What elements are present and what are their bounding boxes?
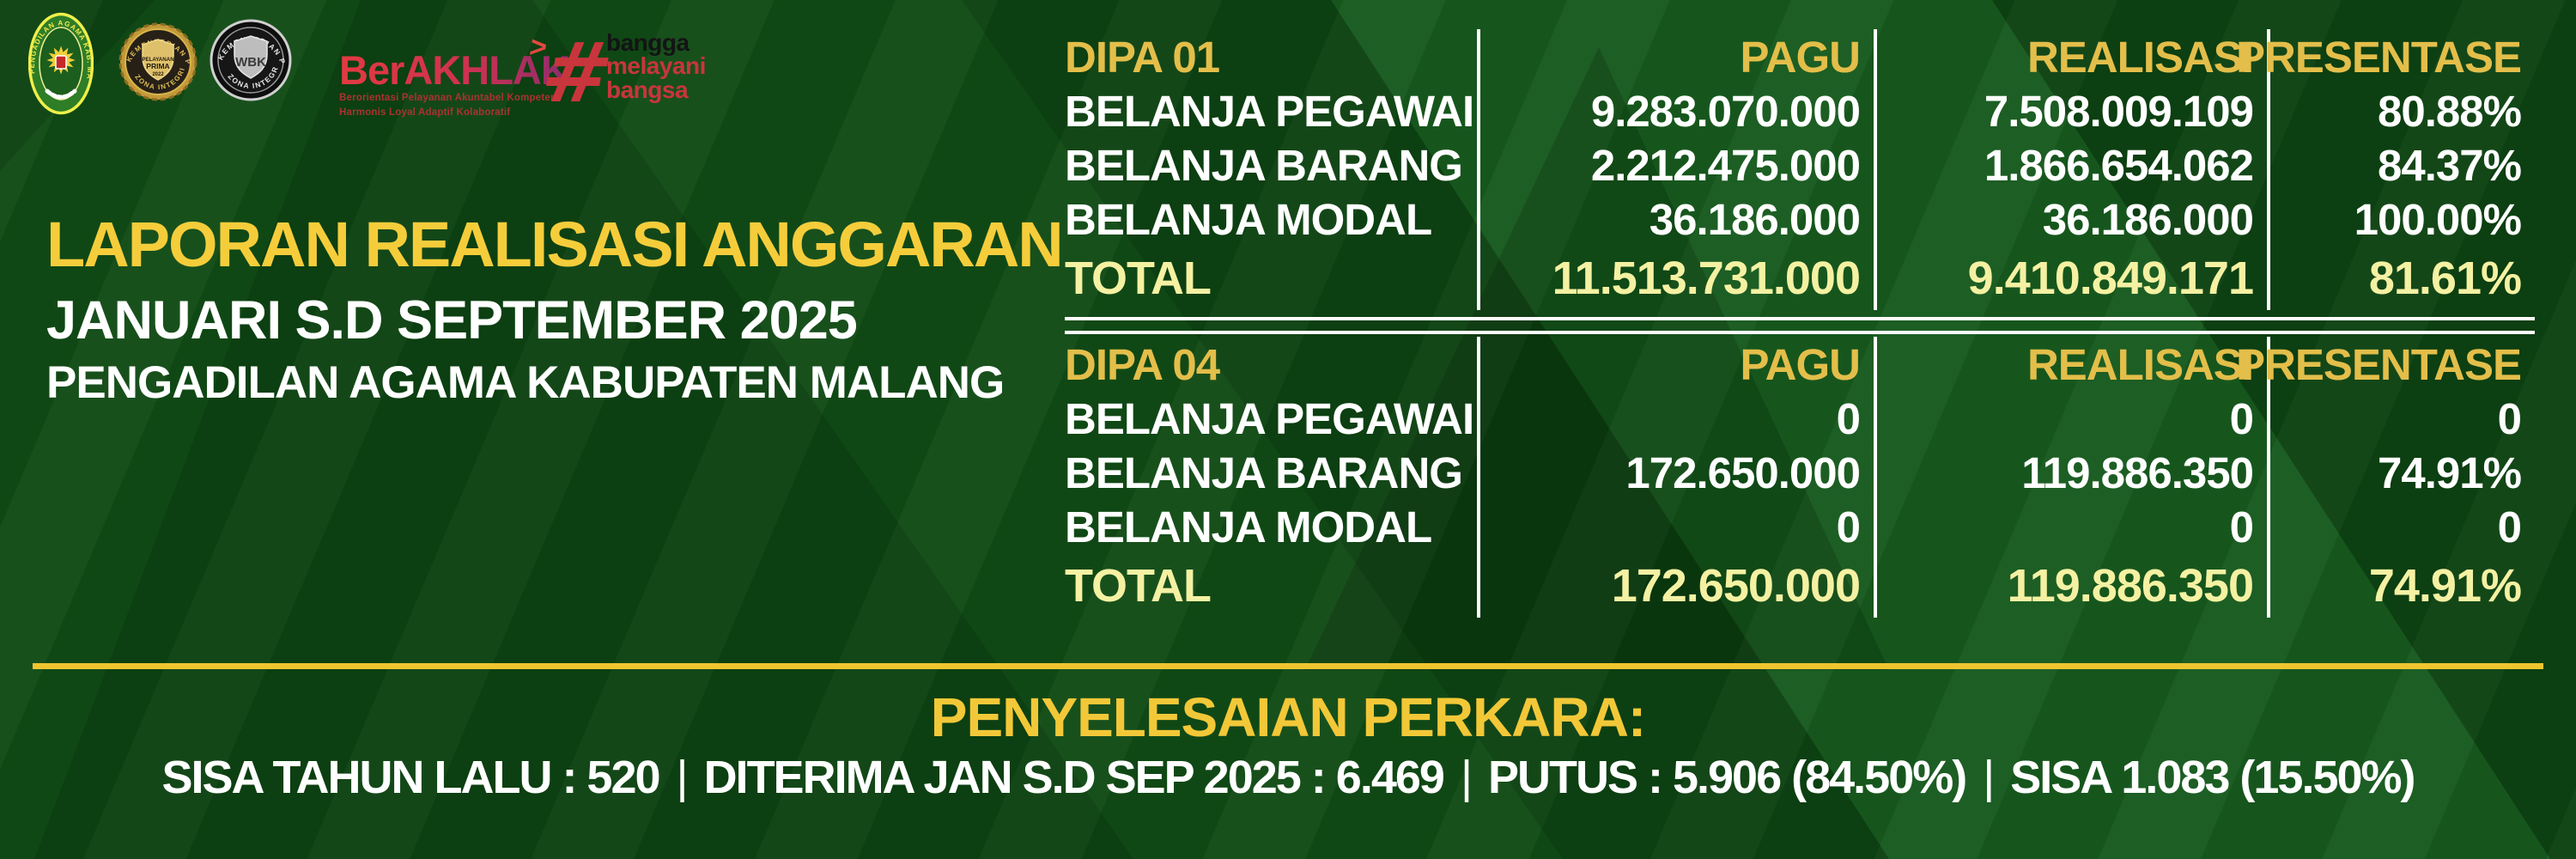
cell-realisasi: 119.886.350: [1874, 446, 2267, 500]
title-block: LAPORAN REALISASI ANGGARAN JANUARI S.D S…: [46, 209, 1064, 408]
total-presentase: 81.61%: [2267, 247, 2535, 310]
perkara-stats-line: SISA TAHUN LALU : 520 | DITERIMA JAN S.D S…: [0, 751, 2576, 804]
stat-separator: |: [676, 752, 689, 803]
stat-sisa: SISA 1.083 (15.50%): [2010, 752, 2415, 803]
cell-pagu: 2.212.475.000: [1477, 138, 1874, 192]
dipa-04-table: DIPA 04 PAGU REALISASI PRESENTASE BELANJ…: [1065, 337, 2535, 618]
column-header-pagu: PAGU: [1477, 29, 1874, 84]
wbk-zona-integritas-badge-icon: KEMENTERIAN PANRB ZONA INTEGRITAS WBK: [210, 19, 292, 101]
row-label: BELANJA BARANG: [1065, 448, 1463, 497]
cell-pagu: 0: [1477, 500, 1874, 554]
stat-separator: |: [1460, 752, 1473, 803]
stat-sisa-tahun-lalu: SISA TAHUN LALU : 520: [161, 752, 660, 803]
table-separator-double-line: [1065, 317, 2535, 334]
row-label: BELANJA BARANG: [1065, 141, 1463, 190]
gold-badge-shield-line2: PRIMA: [146, 62, 169, 70]
seal-crescent: [45, 88, 77, 100]
column-header-pagu: PAGU: [1477, 337, 1874, 392]
total-realisasi: 9.410.849.171: [1874, 247, 2267, 310]
column-header-presentase: PRESENTASE: [2236, 337, 2535, 392]
divider-rule: [33, 663, 2543, 669]
row-label: BELANJA MODAL: [1065, 503, 1432, 551]
cell-pagu: 36.186.000: [1477, 192, 1874, 247]
row-label: BELANJA MODAL: [1065, 195, 1432, 244]
column-header-presentase: PRESENTASE: [2236, 29, 2535, 84]
cell-realisasi: 36.186.000: [1874, 192, 2267, 247]
berakhlak-tagline-line2: Harmonis Loyal Adaptif Kolaboratif: [339, 107, 511, 118]
stat-putus: PUTUS : 5.906 (84.50%): [1487, 752, 1967, 803]
gold-badge-shield-line3: 2022: [152, 72, 164, 77]
berakhlak-logo: BerAKHLAK > Berorientasi Pelayanan Akunt…: [339, 31, 623, 119]
total-pagu: 11.513.731.000: [1477, 247, 1874, 310]
cell-presentase: 84.37%: [2267, 138, 2535, 192]
court-name: PENGADILAN AGAMA KABUPATEN MALANG: [46, 357, 1005, 408]
pengadilan-agama-seal-icon: PENGADILAN AGAMA KAB. MALANG ✹: [28, 12, 94, 115]
report-period: JANUARI S.D SEPTEMBER 2025: [46, 290, 858, 350]
berakhlak-wordmark: BerAKHLAK: [339, 47, 570, 93]
cell-presentase: 0: [2267, 500, 2535, 554]
total-realisasi: 119.886.350: [1874, 554, 2267, 618]
cell-realisasi: 7.508.009.109: [1874, 84, 2267, 138]
bangga-word1: bangga: [606, 29, 690, 56]
column-header-realisasi: REALISASI: [1874, 337, 2267, 392]
pelayanan-prima-badge-icon: KEMENTERIAN PANRB ZONA INTEGRITAS PELAYA…: [118, 22, 197, 101]
cell-presentase: 74.91%: [2267, 446, 2535, 500]
total-label: TOTAL: [1065, 253, 1212, 304]
cell-presentase: 100.00%: [2267, 192, 2535, 247]
dipa-01-name: DIPA 01: [1065, 32, 1220, 82]
cell-pagu: 0: [1477, 392, 1874, 446]
total-pagu: 172.650.000: [1477, 554, 1874, 618]
row-label: BELANJA PEGAWAI: [1065, 87, 1474, 136]
perkara-heading: PENYELESAIAN PERKARA:: [930, 686, 1646, 748]
report-title: LAPORAN REALISASI ANGGARAN: [46, 209, 1064, 280]
total-presentase: 74.91%: [2267, 554, 2535, 618]
cell-realisasi: 0: [1874, 500, 2267, 554]
stat-diterima: DITERIMA JAN S.D SEP 2025 : 6.469: [703, 752, 1445, 803]
cell-pagu: 172.650.000: [1477, 446, 1874, 500]
cell-presentase: 0: [2267, 392, 2535, 446]
bangga-word2: melayani: [606, 52, 706, 80]
berakhlak-tagline-line1: Berorientasi Pelayanan Akuntabel Kompete…: [339, 93, 557, 103]
bangga-word3: bangsa: [606, 76, 689, 103]
column-header-realisasi: REALISASI: [1874, 29, 2267, 84]
cell-realisasi: 1.866.654.062: [1874, 138, 2267, 192]
cell-pagu: 9.283.070.000: [1477, 84, 1874, 138]
dipa-04-name: DIPA 04: [1065, 339, 1220, 389]
seal-shield: [55, 55, 67, 70]
cell-presentase: 80.88%: [2267, 84, 2535, 138]
gold-badge-shield-line1: PELAYANAN: [142, 57, 174, 63]
row-label: BELANJA PEGAWAI: [1065, 394, 1474, 443]
stat-separator: |: [1983, 752, 1995, 803]
dipa-01-table: DIPA 01 PAGU REALISASI PRESENTASE BELANJ…: [1065, 29, 2535, 310]
total-label: TOTAL: [1065, 560, 1212, 612]
cell-realisasi: 0: [1874, 392, 2267, 446]
wbk-badge-shield-text: WBK: [235, 55, 266, 70]
